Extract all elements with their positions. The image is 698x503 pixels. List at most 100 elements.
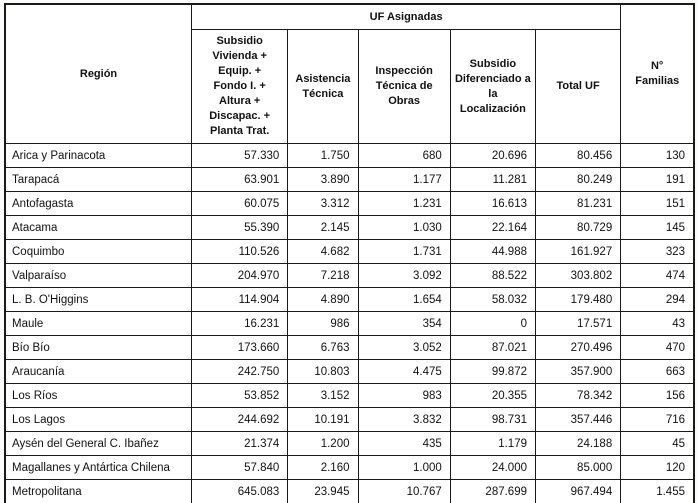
region-name-cell: L. B. O'Higgins [4, 287, 193, 312]
region-name-cell: Bío Bío [4, 335, 193, 360]
value-cell: 3.312 [287, 191, 359, 216]
value-cell: 130 [620, 143, 695, 168]
header-region: Región [4, 3, 193, 144]
value-cell: 98.731 [449, 407, 537, 432]
value-cell: 110.526 [191, 239, 289, 264]
region-name-cell: Maule [4, 311, 193, 336]
value-cell: 20.696 [449, 143, 537, 168]
value-cell: 114.904 [191, 287, 289, 312]
value-cell: 357.446 [534, 407, 622, 432]
value-cell: 244.692 [191, 407, 289, 432]
value-cell: 1.731 [357, 239, 451, 264]
value-cell: 173.660 [191, 335, 289, 360]
value-cell: 6.763 [287, 335, 359, 360]
value-cell: 16.231 [191, 311, 289, 336]
value-cell: 161.927 [534, 239, 622, 264]
header-inspeccion-tecnica-obras: Inspección Técnica de Obras [357, 29, 451, 144]
value-cell: 78.342 [534, 383, 622, 408]
value-cell: 10.803 [287, 359, 359, 384]
value-cell: 4.475 [357, 359, 451, 384]
value-cell: 242.750 [191, 359, 289, 384]
value-cell: 474 [620, 263, 695, 288]
region-name-cell: Magallanes y Antártica Chilena [4, 455, 193, 480]
value-cell: 3.890 [287, 167, 359, 192]
value-cell: 24.188 [534, 431, 622, 456]
value-cell: 151 [620, 191, 695, 216]
value-cell: 716 [620, 407, 695, 432]
uf-asignadas-table: Región UF Asignadas N° Familias Subsidio… [4, 3, 695, 503]
value-cell: 1.179 [449, 431, 537, 456]
header-total-uf: Total UF [534, 29, 622, 144]
value-cell: 87.021 [449, 335, 537, 360]
value-cell: 43 [620, 311, 695, 336]
table-row: Arica y Parinacota 57.330 1.750 680 20.696 80… [4, 143, 695, 168]
table-body: Arica y Parinacota 57.330 1.750 680 20.696 80… [4, 143, 695, 503]
value-cell: 645.083 [191, 479, 289, 503]
table-row: Tarapacá 63.901 3.890 1.177 11.281 80.249 191 [4, 167, 695, 192]
table-row: Valparaíso 204.970 7.218 3.092 88.522 303.802… [4, 263, 695, 288]
value-cell: 303.802 [534, 263, 622, 288]
value-cell: 270.496 [534, 335, 622, 360]
value-cell: 57.840 [191, 455, 289, 480]
value-cell: 354 [357, 311, 451, 336]
value-cell: 967.494 [534, 479, 622, 503]
value-cell: 120 [620, 455, 695, 480]
value-cell: 44.988 [449, 239, 537, 264]
value-cell: 3.052 [357, 335, 451, 360]
value-cell: 23.945 [287, 479, 359, 503]
header-group-uf-asignadas: UF Asignadas [191, 3, 622, 30]
value-cell: 10.191 [287, 407, 359, 432]
value-cell: 81.231 [534, 191, 622, 216]
region-name-cell: Atacama [4, 215, 193, 240]
region-name-cell: Aysén del General C. Ibañez [4, 431, 193, 456]
group-header-row: Región UF Asignadas N° Familias [4, 3, 695, 144]
region-name-cell: Tarapacá [4, 167, 193, 192]
value-cell: 0 [449, 311, 537, 336]
table-row: Araucanía 242.750 10.803 4.475 99.872 357.900… [4, 359, 695, 384]
value-cell: 986 [287, 311, 359, 336]
value-cell: 16.613 [449, 191, 537, 216]
value-cell: 1.750 [287, 143, 359, 168]
value-cell: 10.767 [357, 479, 451, 503]
value-cell: 680 [357, 143, 451, 168]
value-cell: 323 [620, 239, 695, 264]
table-row: Maule 16.231 986 354 0 17.571 43 [4, 311, 695, 336]
value-cell: 58.032 [449, 287, 537, 312]
value-cell: 435 [357, 431, 451, 456]
table-row: Magallanes y Antártica Chilena 57.840 2.16… [4, 455, 695, 480]
header-asistencia-tecnica: Asistencia Técnica [287, 29, 359, 144]
region-name-cell: Arica y Parinacota [4, 143, 193, 168]
value-cell: 1.000 [357, 455, 451, 480]
value-cell: 663 [620, 359, 695, 384]
value-cell: 7.218 [287, 263, 359, 288]
region-name-cell: Metropolitana [4, 479, 193, 503]
value-cell: 294 [620, 287, 695, 312]
value-cell: 1.200 [287, 431, 359, 456]
region-name-cell: Coquimbo [4, 239, 193, 264]
value-cell: 53.852 [191, 383, 289, 408]
value-cell: 3.092 [357, 263, 451, 288]
value-cell: 470 [620, 335, 695, 360]
header-subsidio-diferenciado-localizacion: Subsidio Diferenciado a la Localización [449, 29, 537, 144]
value-cell: 55.390 [191, 215, 289, 240]
header-subsidio-vivienda: Subsidio Vivienda + Equip. + Fondo I. + … [191, 29, 289, 144]
value-cell: 80.456 [534, 143, 622, 168]
value-cell: 156 [620, 383, 695, 408]
value-cell: 983 [357, 383, 451, 408]
table-row: Bío Bío 173.660 6.763 3.052 87.021 270.496 470 [4, 335, 695, 360]
region-name-cell: Antofagasta [4, 191, 193, 216]
table-row: Coquimbo 110.526 4.682 1.731 44.988 161.927 32… [4, 239, 695, 264]
region-name-cell: Los Ríos [4, 383, 193, 408]
table-row: Atacama 55.390 2.145 1.030 22.164 80.729 145 [4, 215, 695, 240]
table-row: Los Lagos 244.692 10.191 3.832 98.731 357.446… [4, 407, 695, 432]
value-cell: 11.281 [449, 167, 537, 192]
value-cell: 179.480 [534, 287, 622, 312]
value-cell: 204.970 [191, 263, 289, 288]
value-cell: 99.872 [449, 359, 537, 384]
region-name-cell: Araucanía [4, 359, 193, 384]
value-cell: 60.075 [191, 191, 289, 216]
value-cell: 357.900 [534, 359, 622, 384]
value-cell: 4.682 [287, 239, 359, 264]
value-cell: 3.832 [357, 407, 451, 432]
value-cell: 80.249 [534, 167, 622, 192]
